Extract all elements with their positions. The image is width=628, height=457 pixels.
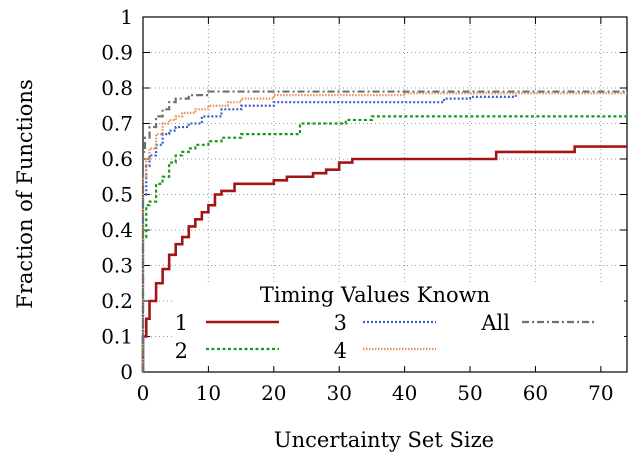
y-axis-ticks: 0 0.1 0.2 0.3 0.4 0.5 0.6 0.7 0.8 0.9 1 [101, 5, 627, 384]
y-tick-label: 1 [120, 5, 133, 29]
series-line-4 [141, 92, 627, 372]
x-tick-label: 30 [326, 381, 351, 405]
legend: Timing Values Known 1 2 3 4 All [172, 282, 624, 366]
y-tick-label: 0.2 [101, 289, 133, 313]
x-tick-label: 50 [457, 381, 482, 405]
legend-background [172, 282, 624, 366]
y-tick-label: 0 [120, 360, 133, 384]
x-tick-label: 10 [196, 381, 221, 405]
y-axis-title: Fraction of Functions [13, 79, 37, 308]
x-tick-label: 70 [588, 381, 613, 405]
y-tick-label: 0.3 [101, 254, 133, 278]
series-line-1 [141, 145, 627, 372]
x-tick-label: 0 [137, 381, 150, 405]
x-axis-ticks: 0 10 20 30 40 50 60 70 [137, 17, 614, 405]
legend-label-1: 1 [175, 311, 188, 335]
legend-label-2: 2 [175, 339, 188, 363]
y-tick-label: 0.7 [101, 112, 133, 136]
y-tick-label: 0.5 [101, 183, 133, 207]
y-tick-label: 0.8 [101, 76, 133, 100]
series-line-2 [141, 115, 627, 372]
y-tick-label: 0.9 [101, 41, 133, 65]
y-tick-label: 0.6 [101, 147, 133, 171]
legend-title: Timing Values Known [260, 283, 490, 307]
y-tick-label: 0.4 [101, 218, 133, 242]
series-line-all [141, 90, 627, 372]
x-tick-label: 40 [392, 381, 417, 405]
x-tick-label: 60 [523, 381, 548, 405]
legend-label-all: All [480, 311, 510, 335]
x-axis-title: Uncertainty Set Size [274, 428, 494, 452]
series-lines [141, 90, 627, 372]
legend-label-3: 3 [334, 311, 347, 335]
x-tick-label: 20 [261, 381, 286, 405]
y-tick-label: 0.1 [101, 325, 133, 349]
legend-label-4: 4 [334, 339, 347, 363]
